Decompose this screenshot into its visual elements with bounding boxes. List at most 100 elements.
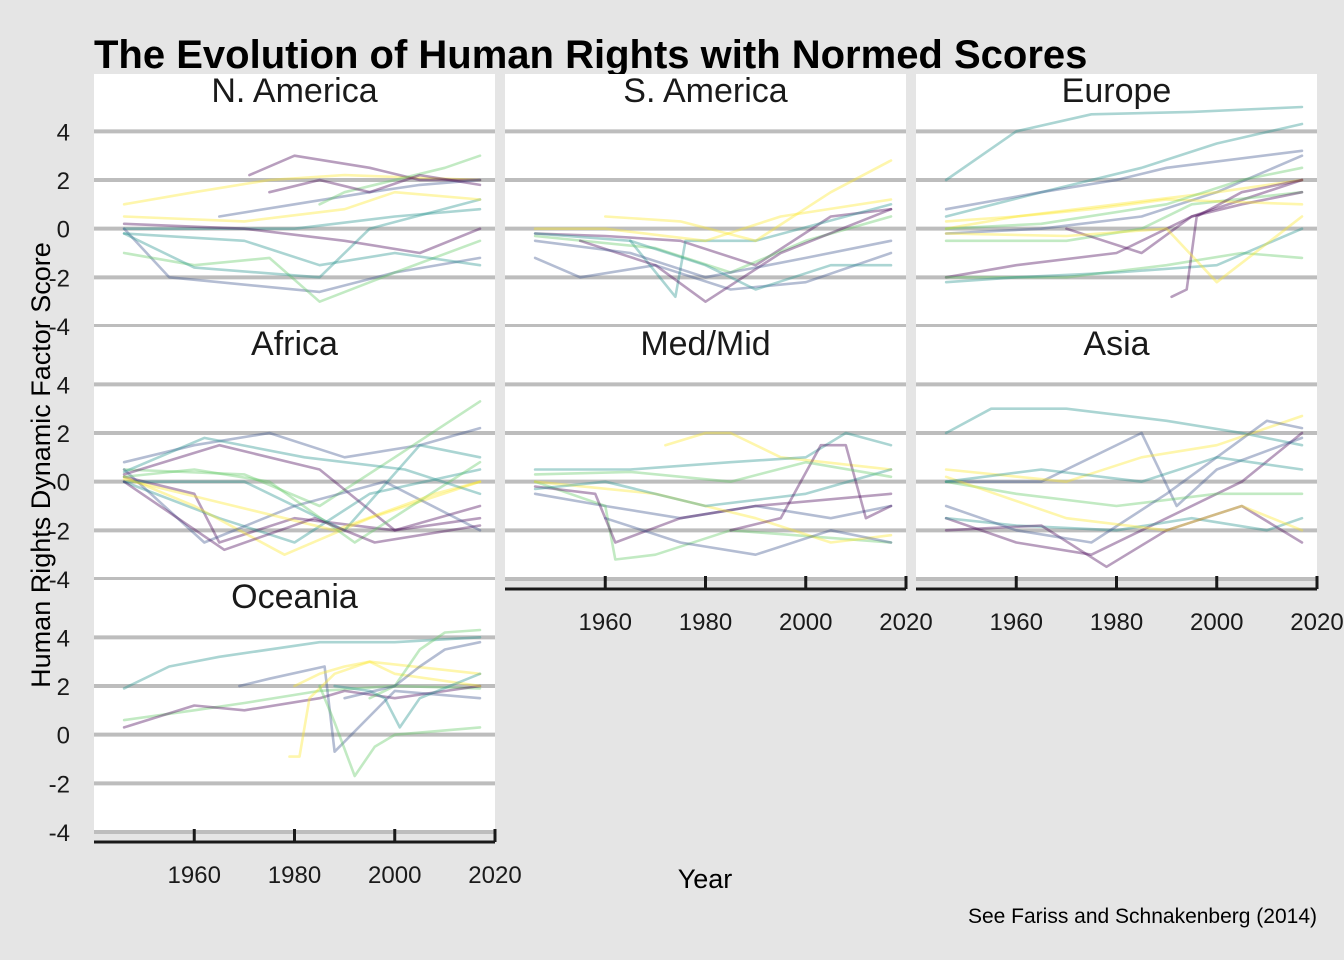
strip-label: S. America [623, 72, 787, 110]
strip-label: Med/Mid [640, 325, 770, 363]
y-tick-label: -4 [49, 567, 70, 594]
y-tick-label: -4 [49, 820, 70, 847]
y-tick-label: 0 [57, 723, 70, 750]
x-tick-label: 1960 [579, 609, 632, 636]
y-tick-label: -2 [49, 518, 70, 545]
panel-background [94, 580, 495, 832]
series-line-4 [122, 400, 482, 508]
series-line-4 [944, 154, 1304, 235]
series-line-1 [533, 207, 893, 267]
series-line-7 [122, 443, 482, 532]
series-line-2 [122, 207, 482, 230]
series-line-11 [122, 436, 482, 496]
series-line-6 [533, 480, 893, 544]
series-line-4 [664, 431, 893, 471]
x-tick-label: 1980 [268, 862, 321, 889]
series-line-5 [293, 660, 482, 688]
strip-label: N. America [211, 72, 377, 110]
series-line-8 [944, 149, 1304, 211]
series-line-13 [944, 215, 1304, 284]
series-line-9 [122, 460, 482, 544]
x-tick-label: 1980 [1090, 609, 1143, 636]
series-line-3 [533, 203, 893, 299]
series-line-6 [944, 504, 1304, 569]
series-line-12 [122, 190, 482, 223]
series-line-3 [122, 684, 482, 729]
panel-africa: Africa 4 2 0 -2 -4 [49, 325, 495, 594]
y-tick-label: 2 [57, 421, 70, 448]
series-line-11 [944, 198, 1304, 223]
panel-background [505, 327, 906, 579]
x-tick-label: 1960 [990, 609, 1043, 636]
series-line-10 [122, 198, 482, 279]
series-line-7 [578, 207, 893, 304]
series-line-3 [533, 485, 893, 544]
series-line-8 [944, 419, 1304, 544]
series-line-1 [122, 426, 482, 464]
series-line-7 [318, 684, 482, 778]
y-tick-label: 2 [57, 674, 70, 701]
strip-label: Africa [251, 325, 338, 363]
x-tick-label: 2000 [368, 862, 421, 889]
y-tick-label: 0 [57, 470, 70, 497]
y-tick-label: 2 [57, 168, 70, 195]
series-line-5 [944, 414, 1304, 484]
panels-layer: N. America 4 2 0 -2 -4 S. America Europe Africa 4… [49, 72, 1344, 889]
y-tick-label: 4 [57, 119, 70, 146]
y-tick-label: 0 [57, 217, 70, 244]
panel-background [916, 74, 1317, 326]
panel-background [94, 74, 495, 326]
series-line-12 [122, 480, 482, 552]
strip-label: Asia [1083, 325, 1149, 363]
y-tick-label: -2 [49, 771, 70, 798]
y-axis-title: Human Rights Dynamic Factor Score [26, 242, 56, 688]
series-line-7 [218, 178, 482, 218]
series-line-4 [248, 154, 482, 182]
series-line-12 [1170, 178, 1304, 299]
series-line-5 [944, 251, 1304, 279]
series-line-2 [533, 251, 893, 291]
series-line-10 [944, 455, 1304, 484]
series-line-8 [318, 154, 482, 206]
series-line-7 [944, 480, 1304, 508]
x-tick-label: 2020 [1290, 609, 1343, 636]
series-line-9 [122, 222, 482, 255]
series-line-1 [122, 173, 482, 206]
series-line-2 [122, 684, 482, 722]
panel-s-america: S. America [505, 72, 906, 328]
series-line-1 [944, 407, 1304, 447]
series-line-5 [603, 159, 893, 243]
panel-background [505, 74, 906, 326]
series-line-9 [944, 475, 1304, 532]
series-line-3 [122, 227, 482, 294]
series-line-2 [122, 475, 482, 544]
series-line-1 [122, 635, 482, 690]
series-line-9 [944, 227, 1304, 284]
series-line-8 [603, 516, 893, 557]
series-line-4 [944, 516, 1304, 532]
strip-label: Europe [1062, 72, 1172, 110]
series-line-9 [628, 239, 893, 291]
panel-europe: Europe [916, 72, 1317, 328]
series-line-6 [288, 660, 482, 758]
series-line-8 [122, 468, 482, 544]
series-line-4 [238, 665, 482, 754]
series-line-3 [122, 468, 482, 544]
series-line-6 [122, 232, 482, 267]
series-line-9 [333, 672, 482, 729]
x-axis-title: Year [678, 864, 733, 894]
y-tick-label: 4 [57, 625, 70, 652]
panel-med-mid: Med/Mid 1960 1980 2000 2020 [505, 325, 933, 636]
series-line-10 [343, 640, 482, 700]
series-line-5 [122, 239, 482, 304]
panel-n-america: N. America 4 2 0 -2 -4 [49, 72, 495, 341]
x-tick-label: 2000 [779, 609, 832, 636]
series-line-1 [944, 105, 1304, 182]
series-line-4 [533, 198, 893, 243]
panel-oceania: Oceania 4 2 0 -2 -4 1960 1980 2000 2020 [49, 578, 522, 889]
panel-asia: Asia 1960 1980 2000 2020 [916, 325, 1344, 636]
series-line-10 [1065, 190, 1304, 255]
x-tick-label: 1980 [679, 609, 732, 636]
x-tick-label: 1960 [168, 862, 221, 889]
